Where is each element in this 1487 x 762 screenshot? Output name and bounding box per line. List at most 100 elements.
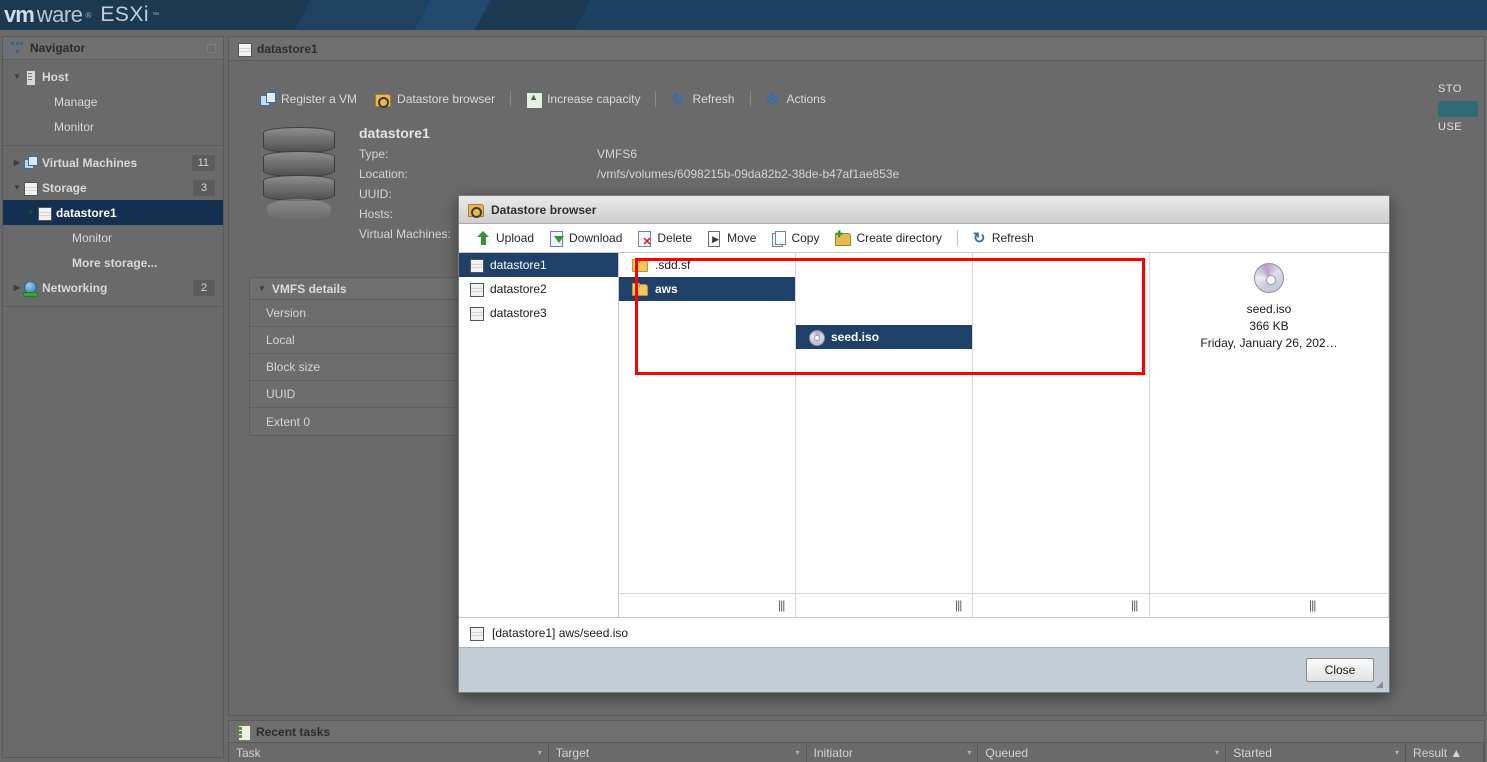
dialog-toolbar: Upload Download Delete Move Copy Create direc… [459,224,1389,253]
dialog-toolbar-separator [956,230,958,246]
file-pane-empty[interactable] [973,253,1150,617]
datastore-list-item-label: datastore2 [490,282,547,296]
toolbar-button-label: Actions [786,92,826,106]
datastore-list-item[interactable]: datastore3 [459,301,618,325]
navigator-tree-icon [9,41,24,55]
folder-icon [632,259,648,272]
datastore-list-item[interactable]: datastore2 [459,277,618,301]
file-row[interactable]: .sdd.sf [619,253,795,277]
dialog-toolbar-button-label: Create directory [856,231,942,245]
datastore-cylinder-graphic [259,121,339,231]
tasks-icon [237,724,251,741]
column-resize-handle-4[interactable]: ||| [1309,598,1316,612]
chevron-down-icon[interactable]: ▾ [967,748,972,757]
sidebar-item-label: Manage [54,94,98,109]
chevron-down-icon[interactable]: ▾ [1215,748,1220,757]
vm-icon [23,155,38,170]
datastore-browser-button[interactable]: Datastore browser [366,89,504,110]
chevron-down-icon: ▼ [258,284,266,293]
chevron-down-icon[interactable]: ▾ [795,748,800,757]
chevron-down-icon[interactable] [25,208,37,217]
folder-icon [632,283,648,296]
move-button[interactable]: Move [700,229,764,247]
dialog-toolbar-button-label: Delete [657,231,693,245]
sidebar-item-more-storage[interactable]: More storage... [3,250,223,275]
register-a-vm-button[interactable]: Register a VM [251,89,366,110]
recent-tasks-header: Recent tasks [229,721,1484,743]
create-directory-button[interactable]: Create directory [827,229,949,247]
storage-usage-bar [1438,101,1478,117]
refresh-button[interactable]: ↻ Refresh [662,89,743,110]
increase-capacity-button[interactable]: Increase capacity [517,89,649,110]
selected-file-path-bar: [datastore1] aws/seed.iso [459,617,1389,647]
sidebar-item-host[interactable]: Host [3,64,223,89]
dialog-toolbar-button-label: Upload [496,231,535,245]
sidebar-item-monitor[interactable]: Monitor [3,114,223,139]
datastore-icon [237,42,252,57]
chevron-down-icon[interactable]: ▾ [537,748,542,757]
disc-icon [1254,263,1284,293]
datastore-info: datastore1 Type: VMFS6 Location: /vmfs/volu… [359,121,899,241]
sidebar-item-networking[interactable]: Networking 2 [3,275,223,300]
datastore-field-label: Virtual Machines: [359,227,451,241]
chevron-right-icon[interactable] [11,158,23,167]
close-button[interactable]: Close [1306,658,1374,682]
create-directory-icon [835,229,852,246]
download-button[interactable]: Download [542,229,630,247]
dialog-title-bar[interactable]: Datastore browser [459,196,1389,224]
recent-tasks-column-target[interactable]: Target ▾ [549,743,807,762]
recent-tasks-column-initiator[interactable]: Initiator ▾ [807,743,979,762]
chevron-down-icon[interactable] [11,183,23,192]
refresh-icon: ↻ [972,230,986,247]
datastore-field-value: /vmfs/volumes/6098215b-09da82b2-38de-b47… [597,167,900,181]
upload-button[interactable]: Upload [469,229,542,247]
toolbar-separator [510,91,512,107]
column-resize-handle-2[interactable]: ||| [955,598,962,612]
file-pane-folders[interactable]: .sdd.sf aws [619,253,796,617]
sidebar-item-label: More storage... [72,255,158,270]
actions-button[interactable]: Actions [757,89,835,110]
resize-grip-icon[interactable]: ◢ [1376,679,1383,689]
dialog-toolbar-button-label: Refresh [991,231,1034,245]
sidebar-item-virtual-machines[interactable]: Virtual Machines 11 [3,150,223,175]
chevron-down-icon[interactable]: ▾ [1395,748,1400,757]
file-pane-files[interactable]: seed.iso [796,253,973,617]
dialog-footer: Close ◢ [459,647,1389,692]
delete-icon [638,231,652,248]
sidebar-item-manage[interactable]: Manage [3,89,223,114]
logo-product: ESXi [100,3,150,26]
recent-tasks-column-task[interactable]: Task ▾ [229,743,549,762]
logo-trademark: ™ [152,11,160,19]
recent-tasks-column-queued[interactable]: Queued ▾ [978,743,1227,762]
datastore-field-label: Type: [359,147,389,161]
datastore-list: datastore1 datastore2 datastore3 [459,253,619,617]
datastore-list-item[interactable]: datastore1 [459,253,618,277]
sidebar-item-monitor[interactable]: Monitor [3,225,223,250]
delete-button[interactable]: Delete [630,229,700,248]
file-row[interactable]: aws [619,277,795,301]
recent-tasks-column-result[interactable]: Result ▲ [1406,743,1484,762]
copy-button[interactable]: Copy [764,229,827,247]
sidebar-item-datastore1[interactable]: datastore1 [3,200,223,225]
file-row-label: .sdd.sf [655,258,691,272]
column-resize-handle-1[interactable]: ||| [778,598,785,612]
sidebar-item-count-badge: 3 [193,179,215,196]
dialog-body: datastore1 datastore2 datastore3 .sdd.sf aw… [459,253,1389,617]
sidebar-item-count-badge: 11 [191,154,215,171]
chevron-right-icon[interactable] [11,283,23,292]
sidebar-item-storage[interactable]: Storage 3 [3,175,223,200]
navigator-header: Navigator [3,37,223,60]
recent-tasks-panel: Recent tasks Task ▾ Target ▾ Initiator ▾ Queue… [228,720,1485,762]
datastore-icon [469,258,484,273]
refresh-button[interactable]: ↻ Refresh [965,227,1042,249]
file-pane-detail: seed.iso 366 KB Friday, January 26, 202… [1150,253,1389,617]
column-resize-handle-3[interactable]: ||| [1131,598,1138,612]
content-header: datastore1 [229,37,1484,61]
navigator-section-0: Host Manage Monitor [3,60,223,146]
dialog-toolbar-button-label: Copy [791,231,820,245]
chevron-down-icon[interactable] [11,72,23,81]
datastore-icon [469,306,484,321]
navigator-collapse-button[interactable] [207,44,216,53]
recent-tasks-column-started[interactable]: Started ▾ [1226,743,1407,762]
file-row[interactable]: seed.iso [796,325,972,349]
